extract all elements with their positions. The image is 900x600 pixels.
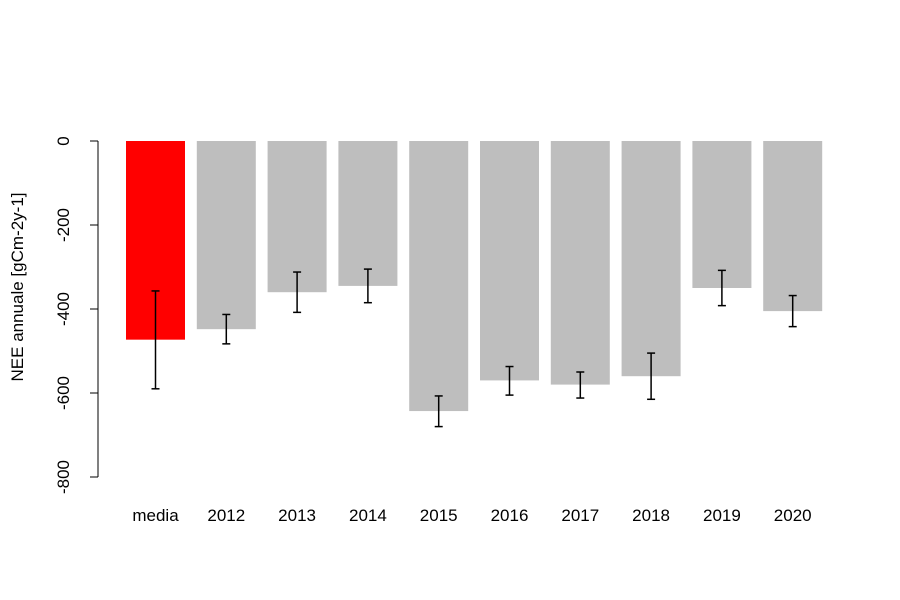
error-bar-2019 bbox=[717, 269, 726, 307]
y-tick-label--600: -600 bbox=[54, 376, 73, 410]
error-bar-2015 bbox=[434, 395, 443, 428]
bar-2016 bbox=[480, 141, 539, 381]
x-tick-label-2020: 2020 bbox=[774, 506, 812, 525]
bar-2020 bbox=[763, 141, 823, 312]
bar-2017 bbox=[550, 141, 610, 385]
x-axis-labels: media 2012 2013 2014 2015 2016 2017 2018 2019 202… bbox=[132, 506, 811, 525]
x-tick-label-2012: 2012 bbox=[207, 506, 245, 525]
y-tick-label-0: 0 bbox=[54, 136, 73, 145]
x-tick-label-media: media bbox=[132, 506, 179, 525]
y-tick-label--400: -400 bbox=[54, 292, 73, 326]
error-bar-2018 bbox=[647, 352, 656, 401]
error-bar-media bbox=[151, 290, 160, 390]
x-tick-label-2013: 2013 bbox=[278, 506, 316, 525]
bar-2013 bbox=[267, 141, 327, 293]
bar-2015 bbox=[409, 141, 469, 412]
y-axis-label: NEE annuale [gCm-2y-1] bbox=[8, 193, 27, 382]
y-tick-label--200: -200 bbox=[54, 208, 73, 242]
bar-2014 bbox=[338, 141, 398, 286]
error-bar-2013 bbox=[293, 271, 302, 314]
error-bar-2014 bbox=[363, 268, 372, 304]
x-tick-label-2015: 2015 bbox=[420, 506, 458, 525]
bar-2018 bbox=[621, 141, 681, 377]
error-bar-2017 bbox=[576, 371, 585, 399]
bars-group bbox=[126, 141, 823, 412]
y-axis: 0 -200 -400 -600 -800 bbox=[54, 136, 99, 494]
bar-2012 bbox=[196, 141, 256, 330]
error-bar-2020 bbox=[788, 294, 797, 328]
x-tick-label-2019: 2019 bbox=[703, 506, 741, 525]
error-bar-2016 bbox=[505, 365, 514, 396]
error-bars-group bbox=[151, 268, 797, 428]
x-tick-label-2016: 2016 bbox=[491, 506, 529, 525]
x-tick-label-2014: 2014 bbox=[349, 506, 387, 525]
error-bar-2012 bbox=[222, 313, 231, 345]
bar-2019 bbox=[692, 141, 752, 288]
y-tick-label--800: -800 bbox=[54, 460, 73, 494]
x-tick-label-2017: 2017 bbox=[561, 506, 599, 525]
x-tick-label-2018: 2018 bbox=[632, 506, 670, 525]
